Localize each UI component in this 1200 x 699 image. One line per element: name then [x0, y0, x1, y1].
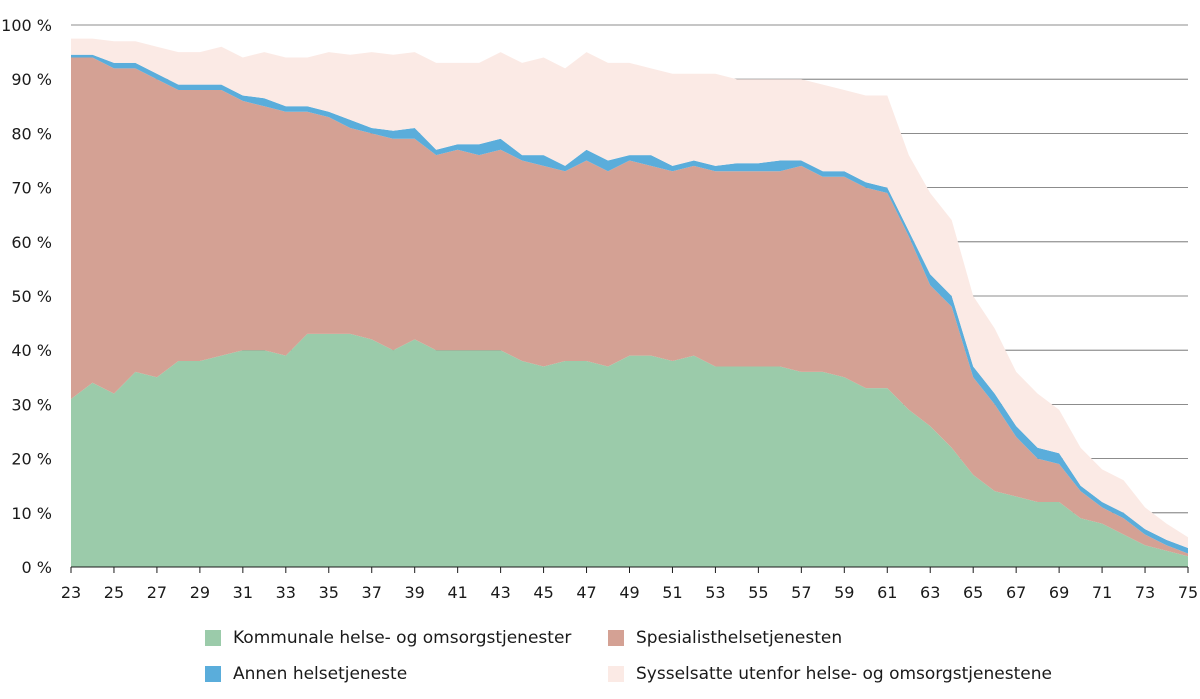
legend-label-kommunale: Kommunale helse- og omsorgstjenester: [233, 628, 572, 648]
x-tick-label: 47: [576, 583, 596, 602]
x-tick-label: 33: [276, 583, 296, 602]
x-tick-label: 55: [748, 583, 768, 602]
y-tick-label: 10 %: [11, 504, 52, 523]
area-series: [71, 38, 1188, 567]
x-tick-label: 27: [147, 583, 167, 602]
x-tick-label: 35: [319, 583, 339, 602]
x-tick-label: 73: [1135, 583, 1155, 602]
legend-swatch-kommunale: [205, 630, 221, 646]
legend-item-kommunale: Kommunale helse- og omsorgstjenester: [205, 628, 571, 648]
x-tick-label: 69: [1049, 583, 1069, 602]
x-tick-label: 41: [447, 583, 467, 602]
x-tick-label: 37: [362, 583, 382, 602]
legend-swatch-utenfor: [608, 666, 624, 682]
y-tick-label: 80 %: [11, 124, 52, 143]
legend-swatch-annen: [205, 666, 221, 682]
legend-item-annen: Annen helsetjeneste: [205, 664, 407, 684]
x-tick-label: 49: [619, 583, 639, 602]
x-tick-label: 39: [405, 583, 425, 602]
x-tick-label: 25: [104, 583, 124, 602]
x-tick-label: 51: [662, 583, 682, 602]
x-tick-label: 59: [834, 583, 854, 602]
area-series-1: [71, 57, 1188, 557]
x-tick-label: 23: [61, 583, 81, 602]
x-tick-label: 63: [920, 583, 940, 602]
legend: Kommunale helse- og omsorgstjenester Spe…: [0, 618, 1200, 698]
x-tick-label: 75: [1178, 583, 1198, 602]
x-tick-label: 29: [190, 583, 210, 602]
legend-swatch-spesialist: [608, 630, 624, 646]
legend-label-utenfor: Sysselsatte utenfor helse- og omsorgstje…: [636, 664, 1052, 684]
area-series-3: [71, 38, 1188, 548]
y-tick-label: 30 %: [11, 395, 52, 414]
area-series-0: [71, 333, 1188, 567]
y-tick-label: 0 %: [22, 558, 52, 577]
y-tick-label: 70 %: [11, 179, 52, 198]
y-tick-label: 40 %: [11, 341, 52, 360]
x-tick-label: 45: [533, 583, 553, 602]
x-tick-label: 67: [1006, 583, 1026, 602]
legend-label-spesialist: Spesialisthelsetjenesten: [636, 628, 843, 648]
x-tick-label: 57: [791, 583, 811, 602]
legend-item-utenfor: Sysselsatte utenfor helse- og omsorgstje…: [608, 664, 1052, 684]
x-tick-label: 53: [705, 583, 725, 602]
y-tick-label: 90 %: [11, 70, 52, 89]
x-tick-label: 61: [877, 583, 897, 602]
axes: 0 % 10 % 20 % 30 % 40 % 50 % 60 % 70 % 80 % 90 % 1…: [1, 16, 1198, 602]
x-tick-label: 65: [963, 583, 983, 602]
x-tick-label: 71: [1092, 583, 1112, 602]
y-tick-label: 20 %: [11, 450, 52, 469]
y-tick-label: 50 %: [11, 287, 52, 306]
x-tick-label: 43: [490, 583, 510, 602]
y-tick-label: 100 %: [1, 16, 52, 35]
y-tick-label: 60 %: [11, 233, 52, 252]
x-tick-label: 31: [233, 583, 253, 602]
legend-item-spesialist: Spesialisthelsetjenesten: [608, 628, 842, 648]
legend-label-annen: Annen helsetjeneste: [233, 664, 408, 684]
